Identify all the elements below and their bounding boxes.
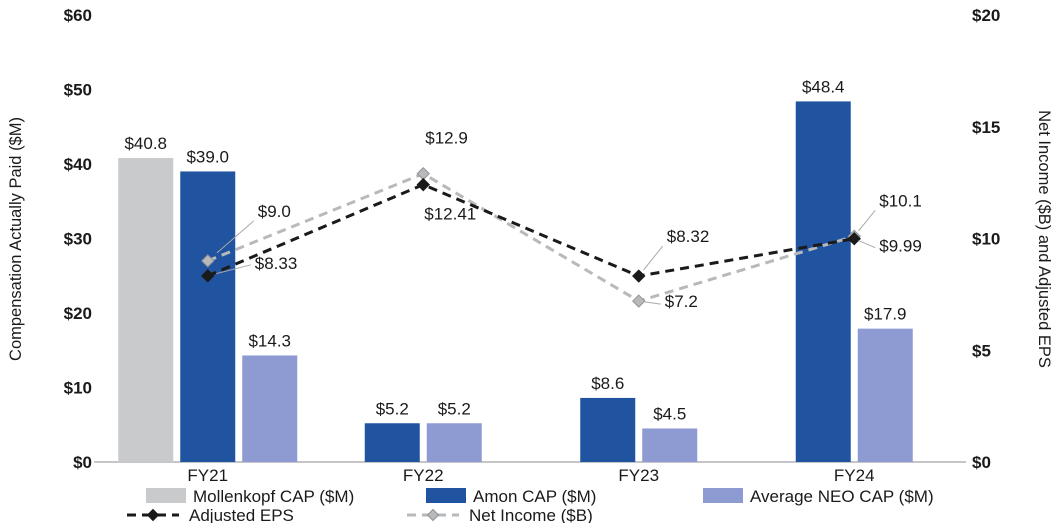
bar-average-neo-cap-m-fy22	[426, 423, 482, 462]
category-label-fy24: FY24	[834, 466, 875, 485]
legend-swatch-mollenkopf-cap-m	[146, 488, 186, 503]
legend-label-amon-cap-m: Amon CAP ($M)	[473, 487, 596, 506]
bar-label-average-neo-cap-m-fy21: $14.3	[248, 331, 291, 350]
bar-label-mollenkopf-cap-m-fy21: $40.8	[124, 134, 167, 153]
point-label-net-income-b-fy22: $12.9	[425, 129, 468, 148]
right-axis-tick-2: $10	[972, 230, 1000, 249]
bar-label-average-neo-cap-m-fy23: $4.5	[653, 404, 686, 423]
left-axis-tick-3: $30	[64, 230, 92, 249]
marker-adjusted-eps-fy21	[201, 269, 215, 283]
lines-layer	[201, 166, 861, 308]
legend-marker-net-income-b	[426, 508, 440, 522]
legend-layer: Mollenkopf CAP ($M) Amon CAP ($M) Average …	[127, 487, 934, 523]
bars-layer	[118, 101, 913, 463]
left-axis-tick-2: $20	[64, 304, 92, 323]
label-leader-line	[858, 240, 876, 249]
bar-amon-cap-m-fy23	[580, 397, 636, 462]
label-leader-line	[643, 245, 664, 271]
category-label-fy23: FY23	[618, 466, 659, 485]
point-label-adjusted-eps-fy23: $8.32	[667, 227, 710, 246]
left-axis-tick-4: $40	[64, 155, 92, 174]
point-label-adjusted-eps-fy22: $12.41	[424, 205, 476, 224]
bar-label-average-neo-cap-m-fy24: $17.9	[864, 305, 907, 324]
bar-label-amon-cap-m-fy24: $48.4	[802, 77, 845, 96]
bar-label-average-neo-cap-m-fy22: $5.2	[438, 399, 471, 418]
category-label-fy22: FY22	[403, 466, 444, 485]
bar-average-neo-cap-m-fy24	[857, 328, 913, 462]
point-label-net-income-b-fy21: $9.0	[258, 202, 291, 221]
right-axis-tick-1: $5	[972, 341, 991, 360]
line-adjusted-eps	[207, 183, 855, 278]
label-leader-line	[858, 209, 876, 232]
legend-marker-adjusted-eps	[146, 508, 160, 522]
bar-label-amon-cap-m-fy22: $5.2	[376, 399, 409, 418]
legend-label-net-income-b: Net Income ($B)	[469, 506, 593, 523]
point-label-net-income-b-fy24: $10.1	[879, 191, 922, 210]
legend-label-adjusted-eps: Adjusted EPS	[189, 506, 294, 523]
left-axis-tick-1: $10	[64, 379, 92, 398]
marker-adjusted-eps-fy23	[632, 269, 646, 283]
marker-net-income-b-fy23	[632, 294, 646, 308]
right-axis-tick-0: $0	[972, 453, 991, 472]
bar-label-amon-cap-m-fy21: $39.0	[186, 147, 229, 166]
marker-adjusted-eps-fy22	[416, 177, 430, 192]
legend-swatch-average-neo-cap-m	[703, 488, 743, 503]
axis-layer: $0 $10 $20 $30 $40 $50 $60 $0 $5 $10 $15 $20 FY21 FY2…	[64, 6, 1001, 485]
bar-average-neo-cap-m-fy23	[642, 428, 698, 462]
legend-swatch-amon-cap-m	[426, 488, 466, 503]
bar-amon-cap-m-fy22	[364, 423, 420, 462]
point-label-adjusted-eps-fy24: $9.99	[879, 237, 922, 256]
right-axis-tick-4: $20	[972, 6, 1000, 25]
marker-adjusted-eps-fy24	[847, 232, 861, 246]
label-leader-line	[216, 264, 251, 275]
marker-net-income-b-fy21	[201, 254, 215, 268]
point-label-net-income-b-fy23: $7.2	[665, 292, 698, 311]
bar-amon-cap-m-fy21	[180, 171, 236, 462]
point-label-adjusted-eps-fy21: $8.33	[255, 254, 298, 273]
marker-net-income-b-fy22	[416, 166, 430, 181]
bar-label-amon-cap-m-fy23: $8.6	[591, 374, 624, 393]
bar-average-neo-cap-m-fy21	[242, 355, 298, 462]
bar-mollenkopf-cap-m-fy21	[118, 158, 174, 463]
legend-label-average-neo-cap-m: Average NEO CAP ($M)	[750, 487, 934, 506]
left-axis-tick-6: $60	[64, 6, 92, 25]
right-axis-tick-3: $15	[972, 118, 1000, 137]
data-labels-layer: $40.8 $39.0 $14.3 $5.2 $5.2 $8.6 $4.5 $48.4 $17.…	[124, 77, 921, 423]
left-axis-title: Compensation Actually Paid ($M)	[7, 117, 25, 361]
right-axis-title: Net Income ($B) and Adjusted EPS	[1035, 110, 1052, 368]
left-axis-tick-5: $50	[64, 81, 92, 100]
line-net-income-b	[207, 172, 855, 303]
legend-label-mollenkopf-cap-m: Mollenkopf CAP ($M)	[193, 487, 354, 506]
category-label-fy21: FY21	[187, 466, 228, 485]
left-axis-tick-0: $0	[73, 453, 92, 472]
label-leader-line	[643, 301, 661, 305]
label-leader-line	[216, 220, 255, 254]
bar-amon-cap-m-fy24	[795, 101, 851, 463]
